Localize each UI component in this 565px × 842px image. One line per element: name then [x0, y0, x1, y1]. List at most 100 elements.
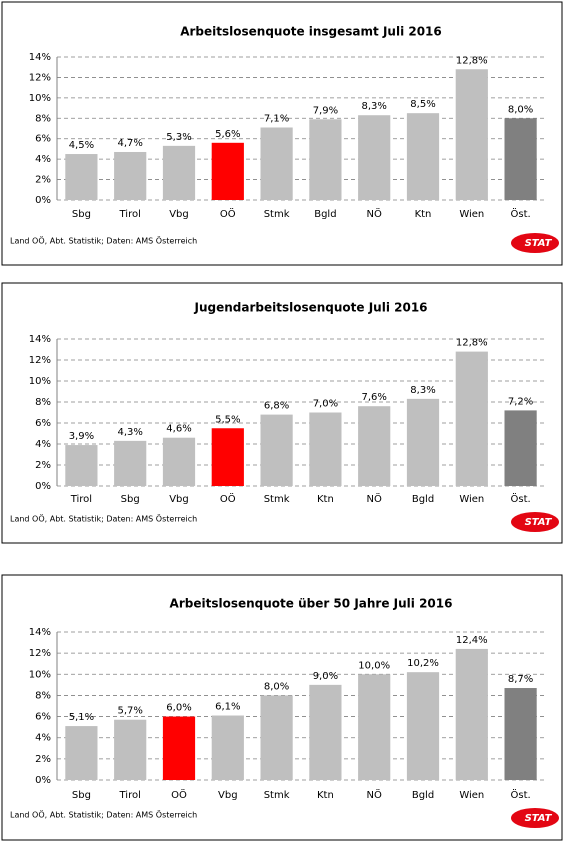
- bar: [211, 428, 244, 486]
- bar: [406, 398, 440, 486]
- bar: [504, 118, 537, 200]
- value-label: 10,0%: [358, 660, 390, 671]
- bar: [114, 719, 147, 780]
- bar: [455, 69, 488, 200]
- logo-badge: [511, 512, 559, 532]
- bar: [455, 648, 488, 780]
- bar: [260, 414, 293, 486]
- bar: [309, 412, 342, 486]
- source-note: Land OÖ, Abt. Statistik; Daten: AMS Öste…: [10, 514, 197, 524]
- logo-text: STAT: [525, 813, 553, 824]
- value-label: 12,8%: [456, 338, 488, 349]
- value-label: 5,6%: [215, 129, 240, 140]
- value-label: 8,7%: [508, 674, 533, 685]
- chart-title: Arbeitslosenquote insgesamt Juli 2016: [180, 25, 442, 39]
- y-tick-label: 8%: [35, 690, 51, 701]
- x-tick-label: Stmk: [264, 790, 290, 801]
- x-tick-label: OÖ: [220, 207, 236, 220]
- bar: [65, 726, 98, 780]
- x-tick-label: Öst.: [511, 207, 531, 220]
- y-tick-label: 0%: [35, 195, 51, 206]
- x-tick-label: Vbg: [169, 209, 189, 220]
- y-tick-label: 14%: [29, 334, 51, 345]
- y-tick-label: 0%: [35, 481, 51, 492]
- source-note: Land OÖ, Abt. Statistik; Daten: AMS Öste…: [10, 810, 197, 820]
- y-tick-label: 0%: [35, 775, 51, 786]
- bar: [162, 437, 196, 486]
- y-tick-label: 8%: [35, 113, 51, 124]
- x-tick-label: NÖ: [367, 207, 382, 220]
- x-tick-label: Öst.: [511, 788, 531, 801]
- x-tick-label: Vbg: [218, 790, 238, 801]
- x-tick-label: Bgld: [412, 790, 434, 801]
- bar: [162, 145, 196, 200]
- x-tick-label: Tirol: [119, 790, 141, 801]
- logo-badge: [511, 808, 559, 828]
- x-tick-label: Öst.: [511, 492, 531, 505]
- y-tick-label: 14%: [29, 52, 51, 63]
- bar: [114, 151, 147, 200]
- bar: [114, 440, 147, 486]
- y-tick-label: 6%: [35, 134, 51, 145]
- bar: [162, 716, 196, 780]
- value-label: 10,2%: [407, 658, 439, 669]
- logo-text: STAT: [525, 238, 553, 249]
- bar: [211, 142, 244, 200]
- value-label: 6,0%: [166, 703, 191, 714]
- value-label: 7,0%: [313, 399, 338, 410]
- value-label: 12,4%: [456, 635, 488, 646]
- y-tick-label: 2%: [35, 460, 51, 471]
- bar: [358, 115, 391, 200]
- value-label: 4,5%: [69, 140, 94, 151]
- value-label: 5,3%: [166, 132, 191, 143]
- bar: [504, 688, 537, 780]
- y-tick-label: 8%: [35, 397, 51, 408]
- bar: [211, 715, 244, 780]
- x-tick-label: Wien: [459, 790, 484, 801]
- y-tick-label: 10%: [29, 376, 51, 387]
- y-tick-label: 4%: [35, 154, 51, 165]
- bar: [309, 119, 342, 200]
- chart-title: Arbeitslosenquote über 50 Jahre Juli 201…: [170, 597, 453, 611]
- value-label: 9,0%: [313, 671, 338, 682]
- x-tick-label: Tirol: [119, 209, 141, 220]
- logo-text: STAT: [525, 517, 553, 528]
- x-tick-label: Vbg: [169, 494, 189, 505]
- bar: [65, 154, 98, 200]
- value-label: 12,8%: [456, 55, 488, 66]
- bar: [260, 127, 293, 200]
- y-tick-label: 4%: [35, 733, 51, 744]
- value-label: 6,8%: [264, 401, 289, 412]
- y-tick-label: 12%: [29, 355, 51, 366]
- value-label: 5,7%: [117, 706, 142, 717]
- bar: [504, 410, 537, 486]
- bar: [406, 672, 440, 780]
- y-tick-label: 10%: [29, 93, 51, 104]
- bar: [309, 684, 342, 780]
- x-tick-label: Stmk: [264, 494, 290, 505]
- y-tick-label: 12%: [29, 72, 51, 83]
- value-label: 7,9%: [313, 105, 338, 116]
- x-tick-label: Ktn: [317, 790, 334, 801]
- y-tick-label: 14%: [29, 627, 51, 638]
- x-tick-label: NÖ: [367, 492, 382, 505]
- value-label: 4,3%: [117, 427, 142, 438]
- x-tick-label: Ktn: [415, 209, 432, 220]
- value-label: 3,9%: [69, 431, 94, 442]
- value-label: 5,1%: [69, 712, 94, 723]
- x-tick-label: Sbg: [121, 494, 140, 505]
- x-tick-label: Tirol: [70, 494, 92, 505]
- bar: [455, 351, 488, 486]
- value-label: 8,3%: [410, 385, 435, 396]
- x-tick-label: Wien: [459, 209, 484, 220]
- x-tick-label: Ktn: [317, 494, 334, 505]
- x-tick-label: Bgld: [412, 494, 434, 505]
- y-tick-label: 10%: [29, 669, 51, 680]
- y-tick-label: 6%: [35, 712, 51, 723]
- value-label: 8,0%: [508, 104, 533, 115]
- y-tick-label: 4%: [35, 439, 51, 450]
- bar: [65, 445, 98, 486]
- chart-title: Jugendarbeitslosenquote Juli 2016: [193, 301, 427, 315]
